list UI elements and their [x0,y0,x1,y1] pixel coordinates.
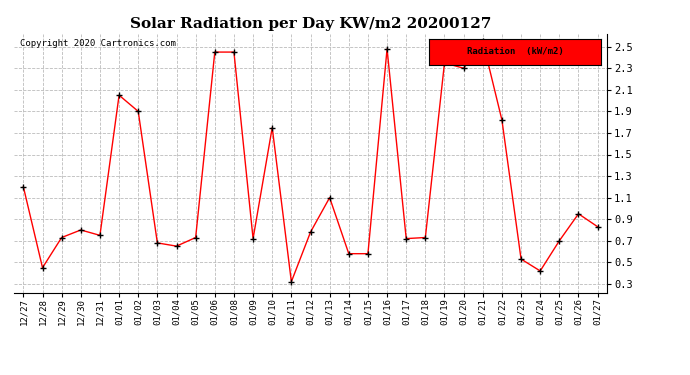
Text: Copyright 2020 Cartronics.com: Copyright 2020 Cartronics.com [20,39,176,48]
Title: Solar Radiation per Day KW/m2 20200127: Solar Radiation per Day KW/m2 20200127 [130,17,491,31]
